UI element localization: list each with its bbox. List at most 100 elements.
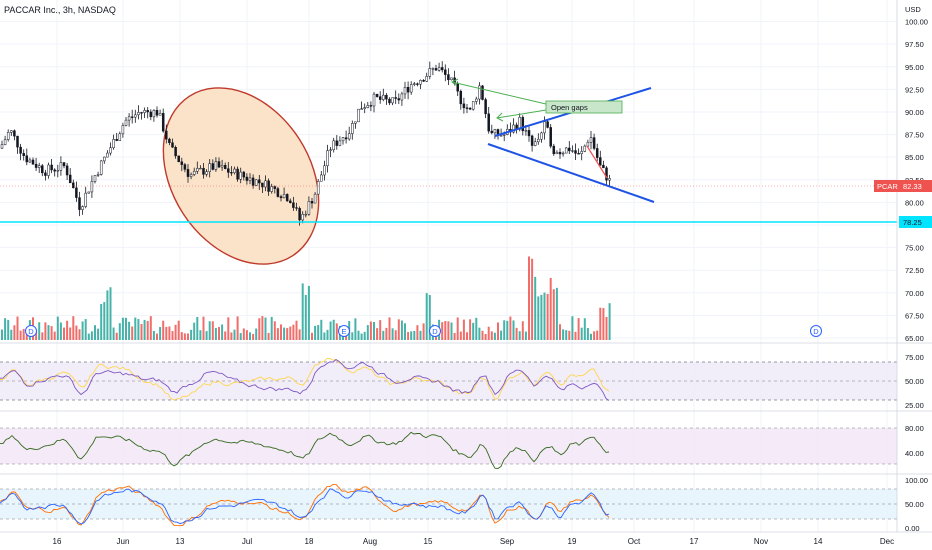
volume-bar [475,317,478,340]
candle [564,146,568,154]
candle [388,97,391,106]
volume-bar [602,308,605,340]
volume-bar [199,330,202,340]
volume-bar [59,322,62,340]
candle [338,136,342,147]
candle [313,192,317,204]
candle [96,171,100,177]
volume-bar [273,321,276,340]
volume-bar [397,319,400,340]
candle [295,202,298,211]
volume-bar [311,332,313,340]
volume-bar [134,317,137,340]
volume-bar [13,325,16,340]
volume-bar [490,331,493,340]
volume-bar [422,323,425,340]
indicator-line [0,488,610,525]
volume-bar [524,331,527,340]
volume-bar [196,316,199,340]
volume-bar [515,327,518,340]
time-tick-label: 17 [690,537,699,546]
candle [347,126,351,141]
support-price-value: 78.25 [903,218,922,227]
gap-arrow-1-head [451,78,459,87]
candle [360,101,363,110]
volume-bar [419,330,422,340]
candle [608,174,611,188]
candle [465,103,469,114]
candle [440,61,444,73]
volume-bar [298,329,301,340]
volume-bar [187,333,189,340]
volume-bar [444,321,447,340]
volume-bar [413,331,416,340]
time-tick-label: Dec [880,537,894,546]
volume-bar [270,316,273,340]
time-tick-label: Nov [754,537,768,546]
lower-trendline[interactable] [487,143,655,203]
candle [326,144,329,173]
candle [25,148,29,166]
volume-bar [583,318,586,340]
candle [521,115,525,136]
volume-bar [118,323,121,340]
candle [316,178,320,195]
time-axis[interactable]: 16 Jun 13 Jul 18 Aug 15 Sep 19 Oct 17 Nov 14 Dec [53,537,895,546]
volume-bar [388,317,391,340]
candle [320,170,323,182]
volume-bar [518,331,521,340]
open-gaps-callout[interactable] [545,100,623,114]
candle [112,134,115,150]
candle [301,211,304,224]
candle [90,175,94,199]
candle [124,117,128,127]
candle [78,191,81,217]
candle [341,137,345,145]
volume-bar [472,322,475,340]
volume-bar [493,332,496,340]
candle [208,159,211,178]
volume-bar [549,277,552,340]
volume-bar [599,307,602,340]
event-marker[interactable]: E [338,325,350,337]
volume-bar [22,328,25,340]
candle [537,133,540,145]
candle [239,167,242,184]
volume-bar [1,329,3,340]
indicator-tick-label: 50.00 [905,500,924,509]
volume-bar [81,321,84,340]
time-tick-label: 19 [568,537,577,546]
event-marker[interactable]: D [429,325,441,337]
candle [56,164,60,178]
volume-bar [394,330,397,340]
candle [37,162,41,174]
candle [109,142,112,156]
event-marker[interactable]: D [810,325,822,337]
candle [59,156,63,176]
volume-bar [258,318,261,340]
indicator-tick-label: 40.00 [905,449,924,458]
candle [397,93,401,105]
price-tick-label: 95.00 [905,63,924,72]
event-marker[interactable]: D [25,325,37,337]
volume-bar [555,287,558,340]
candle [447,68,450,86]
volume-bar [174,324,177,340]
candle [289,198,292,204]
candle [245,173,249,185]
volume-bar [335,323,338,340]
volume-bar [605,316,608,340]
candle [574,143,577,160]
volume-bar [236,316,239,340]
price-tick-label: 92.50 [905,85,924,94]
volume-bar [416,325,419,340]
candle [471,101,475,111]
candle [540,131,543,143]
volume-bar [162,320,165,340]
volume-bar [47,325,50,340]
price-tick-label: 67.50 [905,311,924,320]
candle [580,146,583,161]
volume-bar [205,331,208,340]
